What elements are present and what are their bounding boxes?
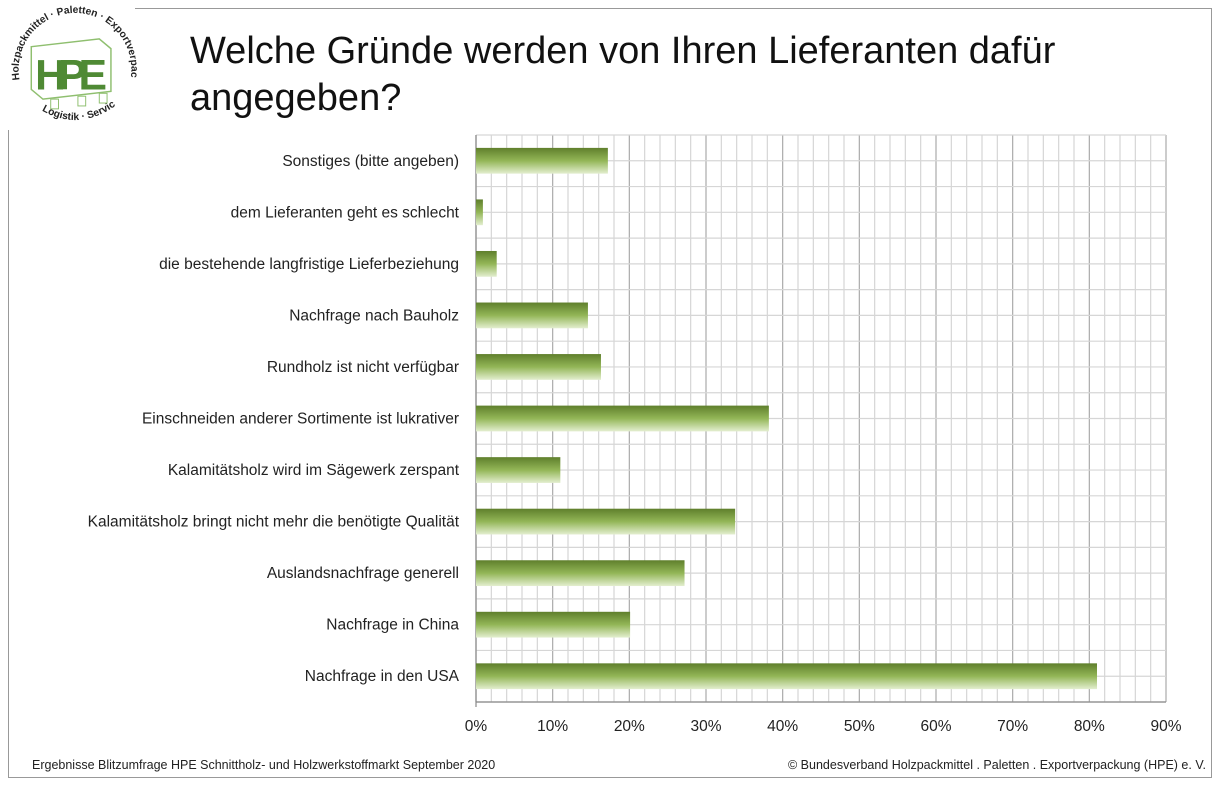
bar bbox=[476, 199, 483, 226]
page-title: Welche Gründe werden von Ihren Lieferant… bbox=[190, 30, 1056, 119]
bar bbox=[476, 560, 685, 587]
footer-source: Ergebnisse Blitzumfrage HPE Schnittholz-… bbox=[32, 758, 496, 772]
frame-line bbox=[8, 777, 1212, 778]
x-tick-label: 30% bbox=[690, 718, 721, 735]
category-label: Nachfrage in China bbox=[326, 617, 459, 634]
category-label: Nachfrage nach Bauholz bbox=[289, 307, 459, 324]
x-tick-label: 20% bbox=[614, 718, 645, 735]
bar bbox=[476, 457, 561, 483]
category-label: Nachfrage in den USA bbox=[305, 668, 460, 685]
bar bbox=[476, 611, 631, 638]
frame-line bbox=[8, 130, 9, 778]
footer-copyright: © Bundesverband Holzpackmittel . Palette… bbox=[788, 758, 1206, 772]
x-tick-label: 50% bbox=[844, 718, 875, 735]
x-tick-label: 60% bbox=[920, 718, 951, 735]
bar bbox=[476, 508, 736, 535]
x-tick-label: 90% bbox=[1150, 718, 1181, 735]
bar bbox=[476, 302, 588, 329]
x-tick-label: 10% bbox=[537, 718, 568, 735]
category-label: Rundholz ist nicht verfügbar bbox=[267, 359, 459, 376]
category-label: Einschneiden anderer Sortimente ist lukr… bbox=[142, 411, 459, 428]
frame-line bbox=[135, 8, 1212, 9]
bar bbox=[476, 405, 769, 432]
bar bbox=[476, 663, 1097, 690]
x-tick-label: 70% bbox=[997, 718, 1028, 735]
frame-line bbox=[1211, 8, 1212, 778]
category-label: dem Lieferanten geht es schlecht bbox=[231, 204, 460, 221]
bar bbox=[476, 250, 497, 277]
bar bbox=[476, 147, 608, 174]
bar bbox=[476, 354, 601, 380]
category-label: Auslandsnachfrage generell bbox=[267, 565, 459, 582]
category-label: Kalamitätsholz wird im Sägewerk zerspant bbox=[168, 462, 460, 479]
hpe-logo: Holzpackmittel · Paletten · Exportverpac… bbox=[2, 2, 139, 123]
category-label: die bestehende langfristige Lieferbezieh… bbox=[159, 256, 459, 273]
category-label: Sonstiges (bitte angeben) bbox=[282, 153, 459, 170]
x-tick-label: 80% bbox=[1074, 718, 1105, 735]
svg-text:HPE: HPE bbox=[35, 51, 107, 99]
x-tick-label: 0% bbox=[465, 718, 488, 735]
category-label: Kalamitätsholz bringt nicht mehr die ben… bbox=[88, 514, 460, 531]
x-tick-label: 40% bbox=[767, 718, 798, 735]
